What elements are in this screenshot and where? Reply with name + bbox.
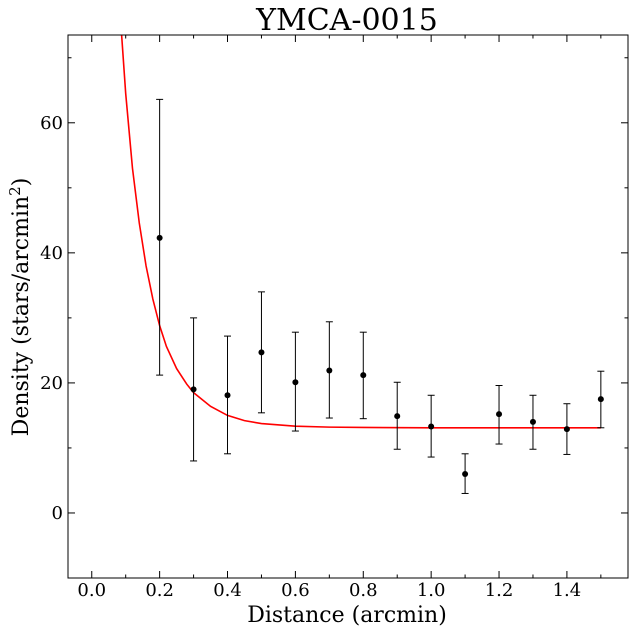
- data-point: [563, 426, 570, 433]
- x-tick-label: 1.2: [485, 580, 514, 601]
- x-tick-label: 0.4: [213, 580, 242, 601]
- plot-layer: [120, 35, 605, 494]
- data-point: [326, 367, 333, 374]
- data-point: [258, 349, 265, 356]
- data-point: [597, 396, 604, 403]
- data-point: [360, 372, 367, 379]
- x-axis-label: Distance (arcmin): [247, 603, 447, 628]
- y-tick-label: 20: [40, 373, 63, 394]
- x-tick-label: 0.6: [281, 580, 310, 601]
- data-point: [292, 379, 299, 386]
- data-point: [394, 413, 401, 420]
- y-axis-label-close: ): [9, 178, 34, 187]
- data-point: [529, 418, 536, 425]
- x-tick-label: 0.2: [145, 580, 174, 601]
- data-point: [428, 423, 435, 430]
- data-point: [462, 470, 469, 477]
- y-axis-label: Density (stars/arcmin2): [6, 178, 34, 437]
- y-axis-label-main: Density (stars/arcmin: [9, 196, 34, 437]
- data-point: [156, 234, 163, 241]
- y-tick-label: 60: [40, 113, 63, 134]
- chart-title: YMCA-0015: [255, 3, 438, 38]
- data-point: [496, 411, 503, 418]
- data-point: [190, 386, 197, 393]
- x-tick-label: 0.0: [77, 580, 106, 601]
- x-tick-label: 1.4: [553, 580, 582, 601]
- ticks-layer: 0.0 0.2 0.4 0.6 0.8 1.0 1.2 1.4 0 20 40 60: [40, 35, 628, 601]
- y-axis-label-superscript: 2: [6, 186, 24, 196]
- y-tick-label: 40: [40, 243, 63, 264]
- x-tick-label: 1.0: [417, 580, 446, 601]
- data-point: [224, 392, 231, 399]
- plot-frame: [67, 34, 629, 579]
- y-tick-label: 0: [52, 503, 63, 524]
- x-tick-label: 0.8: [349, 580, 378, 601]
